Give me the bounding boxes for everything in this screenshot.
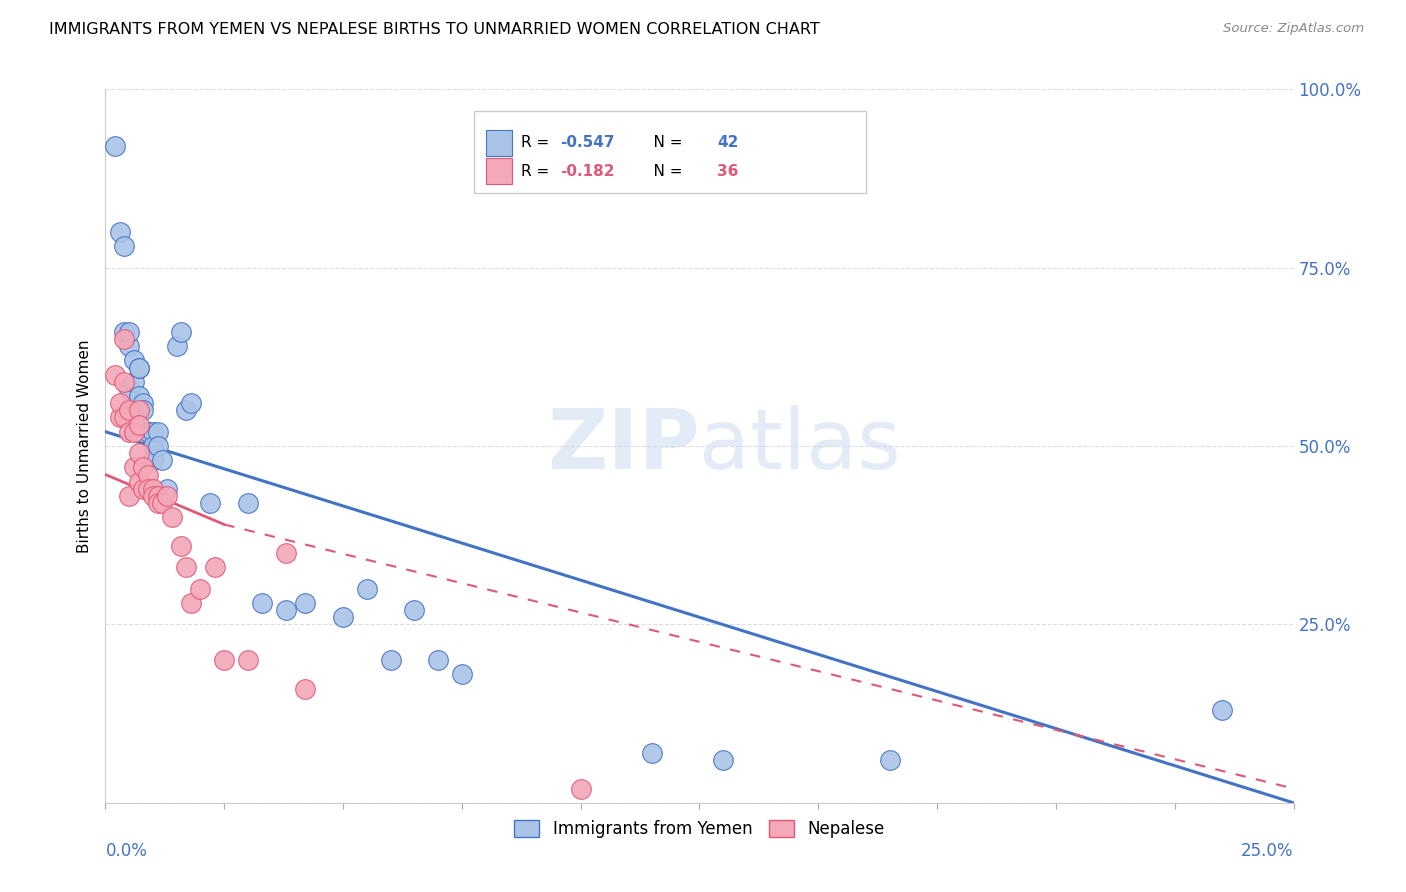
Point xyxy=(128,389,150,403)
Text: 36: 36 xyxy=(717,164,738,178)
Point xyxy=(128,403,150,417)
Point xyxy=(104,368,127,382)
Point xyxy=(108,225,131,239)
Point xyxy=(450,667,472,681)
Text: 25.0%: 25.0% xyxy=(1241,842,1294,860)
Point xyxy=(122,353,145,368)
Point xyxy=(118,425,141,439)
Point xyxy=(711,753,734,767)
Point xyxy=(879,753,901,767)
Point xyxy=(146,439,169,453)
Point xyxy=(146,489,169,503)
Point xyxy=(132,403,155,417)
Point xyxy=(236,496,259,510)
Point xyxy=(118,325,141,339)
Point xyxy=(294,596,316,610)
Point xyxy=(136,425,159,439)
FancyBboxPatch shape xyxy=(474,111,866,193)
Point xyxy=(122,425,145,439)
FancyBboxPatch shape xyxy=(485,130,512,155)
Point xyxy=(569,781,592,796)
Point xyxy=(122,375,145,389)
Point xyxy=(146,425,169,439)
Point xyxy=(142,453,165,467)
Point xyxy=(356,582,378,596)
Point xyxy=(136,425,159,439)
Point xyxy=(136,482,159,496)
Point xyxy=(404,603,426,617)
Point xyxy=(180,396,202,410)
Point xyxy=(128,446,150,460)
Point xyxy=(160,510,183,524)
Point xyxy=(118,403,141,417)
Point xyxy=(1211,703,1233,717)
Text: -0.547: -0.547 xyxy=(561,136,614,150)
Text: N =: N = xyxy=(634,164,688,178)
Y-axis label: Births to Unmarried Women: Births to Unmarried Women xyxy=(76,339,91,553)
Text: N =: N = xyxy=(634,136,688,150)
Point xyxy=(152,496,174,510)
Point xyxy=(118,382,141,396)
Point xyxy=(380,653,402,667)
Point xyxy=(108,410,131,425)
Point xyxy=(152,453,174,467)
Point xyxy=(128,475,150,489)
Point xyxy=(142,439,165,453)
Point xyxy=(114,410,136,425)
Point xyxy=(146,496,169,510)
Point xyxy=(142,425,165,439)
Point xyxy=(427,653,450,667)
Point xyxy=(214,653,236,667)
Point xyxy=(122,460,145,475)
Point xyxy=(114,239,136,253)
Point xyxy=(142,489,165,503)
Point xyxy=(252,596,274,610)
Point xyxy=(204,560,226,574)
Text: -0.182: -0.182 xyxy=(561,164,614,178)
Point xyxy=(641,746,664,760)
Point xyxy=(132,482,155,496)
Point xyxy=(142,482,165,496)
Point xyxy=(174,403,197,417)
Text: R =: R = xyxy=(522,164,554,178)
Text: 0.0%: 0.0% xyxy=(105,842,148,860)
Point xyxy=(166,339,188,353)
Point xyxy=(198,496,221,510)
Text: Source: ZipAtlas.com: Source: ZipAtlas.com xyxy=(1223,22,1364,36)
Text: atlas: atlas xyxy=(700,406,901,486)
Point xyxy=(174,560,197,574)
Point xyxy=(132,460,155,475)
Text: IMMIGRANTS FROM YEMEN VS NEPALESE BIRTHS TO UNMARRIED WOMEN CORRELATION CHART: IMMIGRANTS FROM YEMEN VS NEPALESE BIRTHS… xyxy=(49,22,820,37)
Legend: Immigrants from Yemen, Nepalese: Immigrants from Yemen, Nepalese xyxy=(508,813,891,845)
Point xyxy=(118,489,141,503)
Point xyxy=(156,482,179,496)
Text: R =: R = xyxy=(522,136,554,150)
Point xyxy=(108,396,131,410)
Point xyxy=(114,325,136,339)
Point xyxy=(236,653,259,667)
Point xyxy=(294,681,316,696)
Point xyxy=(132,396,155,410)
Point xyxy=(128,360,150,375)
Point xyxy=(114,332,136,346)
Text: ZIP: ZIP xyxy=(547,406,700,486)
FancyBboxPatch shape xyxy=(485,159,512,184)
Point xyxy=(156,489,179,503)
Point xyxy=(274,603,297,617)
Text: 42: 42 xyxy=(717,136,738,150)
Point xyxy=(190,582,212,596)
Point xyxy=(118,339,141,353)
Point xyxy=(128,417,150,432)
Point xyxy=(170,325,193,339)
Point xyxy=(114,375,136,389)
Point xyxy=(180,596,202,610)
Point xyxy=(104,139,127,153)
Point xyxy=(128,360,150,375)
Point xyxy=(136,467,159,482)
Point xyxy=(274,546,297,560)
Point xyxy=(170,539,193,553)
Point xyxy=(332,610,354,624)
